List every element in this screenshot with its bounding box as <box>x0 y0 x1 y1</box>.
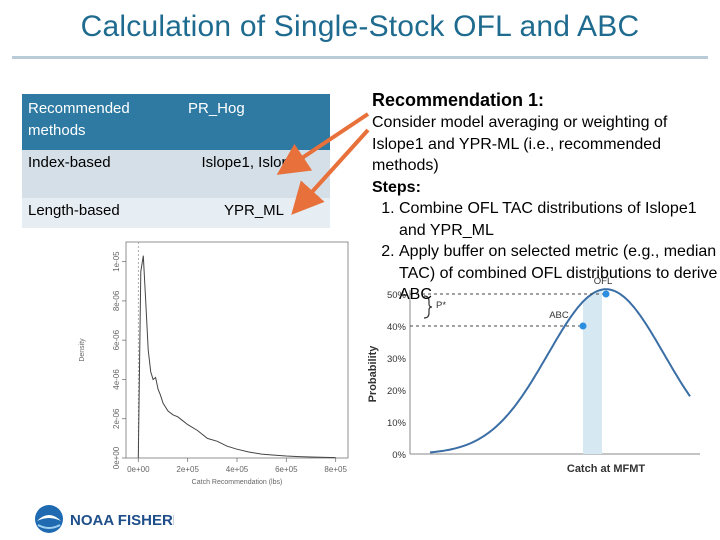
p-star-brace <box>423 295 433 319</box>
y-tick-label: 10% <box>387 418 407 429</box>
y-axis-label: Density <box>79 338 86 362</box>
table-cell: Length-based <box>22 198 178 228</box>
recommendation-block: Recommendation 1: Consider model averagi… <box>372 88 718 306</box>
y-tick-label: 0% <box>392 450 406 461</box>
table-header-cell-prhog: PR_Hog <box>178 94 330 150</box>
abc-label: ABC <box>549 310 569 321</box>
noaa-logo: NOAA FISHERIES <box>34 503 197 540</box>
y-tick-label: 20% <box>387 386 407 397</box>
slide-title: Calculation of Single-Stock OFL and ABC <box>80 10 640 43</box>
y-tick-label: 0e+00 <box>112 446 121 469</box>
step-item: Combine OFL TAC distributions of Islope1… <box>399 198 718 241</box>
y-tick-label: 6e-06 <box>112 329 121 350</box>
table-cell: Index-based <box>22 150 178 198</box>
y-tick-label: 30% <box>387 354 407 365</box>
step-item: Apply buffer on selected metric (e.g., m… <box>399 241 718 306</box>
abc-point <box>579 322 587 330</box>
x-axis-label: Catch at MFMT <box>567 463 646 475</box>
probability-diagram: 0% 10% 20% 30% 40% 50% P* OFL ABC Probability Catc… <box>367 276 700 475</box>
density-plot: 0e+00 2e+05 4e+05 6e+05 8e+05 0e+00 2e-06 4e-06… <box>79 241 349 486</box>
y-axis-label: Probability <box>367 345 379 403</box>
x-tick-label: 0e+00 <box>127 465 150 474</box>
x-axis-label: Catch Recommendation (lbs) <box>192 479 283 486</box>
y-tick-label: 8e-06 <box>112 290 121 311</box>
y-tick-label: 4e-06 <box>112 369 121 390</box>
ofl-point <box>602 290 610 298</box>
recommendation-body: Consider model averaging or weighting of… <box>372 114 668 174</box>
density-curve <box>137 255 336 459</box>
abc-band <box>583 289 602 454</box>
y-tick-label: 40% <box>387 322 407 333</box>
recommendation-title: Recommendation 1: <box>372 90 545 110</box>
p-star-label: P* <box>436 300 446 311</box>
x-tick-label: 6e+05 <box>275 465 298 474</box>
steps-label: Steps: <box>372 178 421 196</box>
x-tick-label: 4e+05 <box>226 465 249 474</box>
title-divider <box>12 56 708 59</box>
arrow-to-islope <box>276 112 370 175</box>
table-header-cell-methods: Recommended methods <box>22 94 178 150</box>
y-tick-label: 50% <box>387 290 407 301</box>
table-header-row: Recommended methods PR_Hog <box>22 94 330 150</box>
x-tick-label: 8e+05 <box>324 465 347 474</box>
arrow-to-yprml <box>291 128 370 215</box>
logo-text: NOAA FISHERIES <box>70 512 174 529</box>
steps-list: Combine OFL TAC distributions of Islope1… <box>372 198 718 306</box>
probability-curve <box>429 288 691 454</box>
x-tick-label: 2e+05 <box>176 465 199 474</box>
y-tick-label: 1e-05 <box>112 251 121 272</box>
y-tick-label: 2e-06 <box>112 408 121 429</box>
ofl-label: OFL <box>594 276 612 287</box>
